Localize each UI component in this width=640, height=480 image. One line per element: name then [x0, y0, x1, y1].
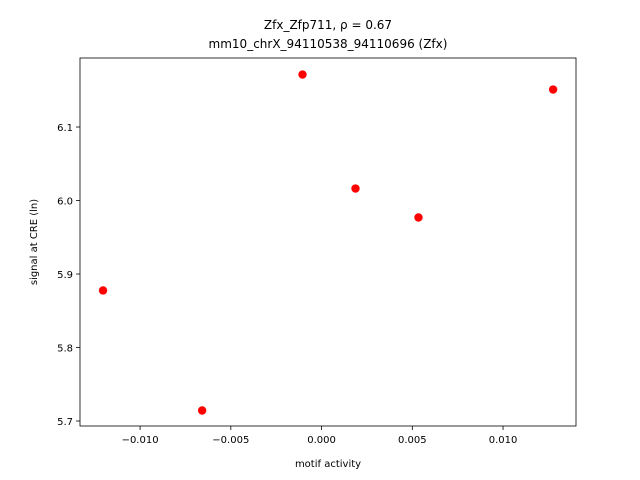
- x-tick-label: 0.005: [398, 435, 427, 446]
- y-axis-label: signal at CRE (ln): [29, 199, 40, 285]
- point: [414, 213, 423, 222]
- y-tick-label: 5.9: [57, 270, 73, 281]
- point: [351, 184, 360, 193]
- y-tick-label: 6.0: [57, 197, 73, 208]
- chart-subtitle: mm10_chrX_94110538_94110696 (Zfx): [209, 37, 448, 51]
- x-axis-label: motif activity: [295, 459, 361, 470]
- x-tick-label: −0.010: [122, 435, 159, 446]
- point: [98, 286, 108, 295]
- y-tick-label: 5.7: [57, 417, 73, 428]
- x-tick-label: 0.000: [307, 435, 336, 446]
- x-tick-label: 0.010: [489, 435, 518, 446]
- point: [197, 406, 207, 415]
- point: [298, 70, 307, 79]
- chart-title: Zfx_Zfp711, ρ = 0.67: [264, 18, 392, 32]
- x-tick-label: −0.005: [212, 435, 249, 446]
- plot-frame: [79, 57, 577, 427]
- y-tick-label: 5.8: [57, 344, 73, 355]
- point: [548, 85, 558, 94]
- y-tick-label: 6.1: [57, 123, 73, 134]
